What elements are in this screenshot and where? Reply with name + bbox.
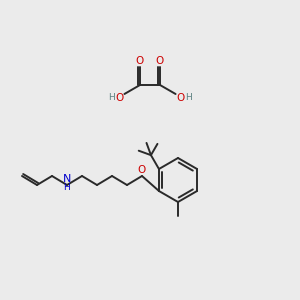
Text: H: H [108,94,115,103]
Text: O: O [115,93,124,103]
Text: O: O [138,165,146,175]
Text: H: H [64,182,70,191]
Text: O: O [136,56,144,67]
Text: H: H [185,94,192,103]
Text: O: O [156,56,164,67]
Text: O: O [176,93,185,103]
Text: N: N [63,174,71,184]
